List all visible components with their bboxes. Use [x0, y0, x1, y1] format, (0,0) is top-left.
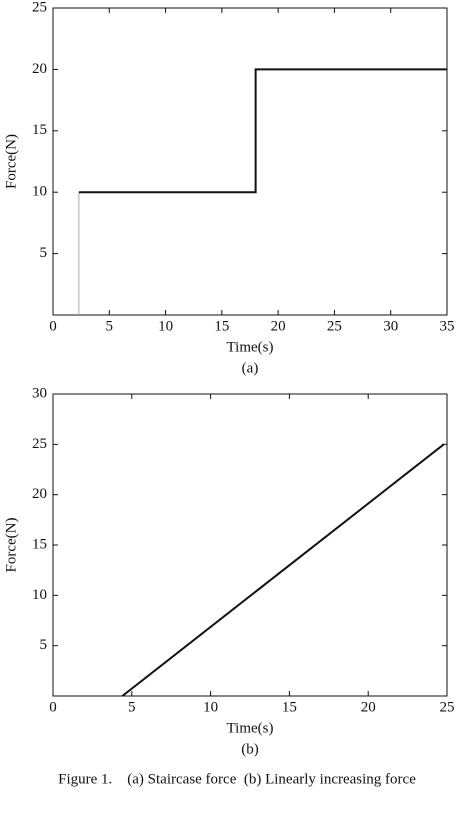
y-axis-label: Force(N)	[3, 518, 19, 573]
y-tick-label: 5	[40, 637, 48, 653]
plot-frame	[52, 393, 448, 697]
caption: Figure 1. (a) Staircase force (b) Linear…	[58, 771, 416, 787]
y-tick-label: 10	[32, 587, 47, 603]
x-tick-label: 15	[214, 318, 229, 334]
y-tick-label: 20	[32, 486, 47, 502]
y-tick-label: 30	[32, 385, 47, 401]
x-tick-label: 5	[128, 699, 136, 715]
y-axis-label: Force(N)	[3, 134, 19, 189]
data-line	[121, 443, 445, 697]
panel-label: (b)	[241, 741, 259, 757]
y-tick-label: 25	[32, 0, 47, 15]
x-tick-label: 10	[158, 318, 173, 334]
x-tick-label: 20	[271, 318, 286, 334]
x-tick-label: 20	[361, 699, 376, 715]
y-tick-label: 15	[32, 122, 47, 138]
y-tick-label: 10	[32, 184, 47, 200]
x-tick-label: 0	[49, 699, 57, 715]
y-tick-label: 15	[32, 536, 47, 552]
x-axis-label: Time(s)	[227, 720, 274, 736]
plot-frame	[52, 7, 448, 316]
x-tick-label: 30	[383, 318, 398, 334]
x-axis-label: Time(s)	[227, 339, 274, 355]
y-tick-label: 25	[32, 436, 47, 452]
y-tick-label: 20	[32, 61, 47, 77]
y-tick-label: 5	[40, 245, 48, 261]
x-tick-label: 15	[282, 699, 297, 715]
x-tick-label: 10	[203, 699, 218, 715]
x-tick-label: 35	[440, 318, 455, 334]
panel-label: (a)	[242, 360, 259, 376]
x-tick-label: 0	[49, 318, 57, 334]
data-line	[78, 68, 447, 194]
x-tick-label: 5	[106, 318, 114, 334]
x-tick-label: 25	[327, 318, 342, 334]
x-tick-label: 25	[440, 699, 455, 715]
